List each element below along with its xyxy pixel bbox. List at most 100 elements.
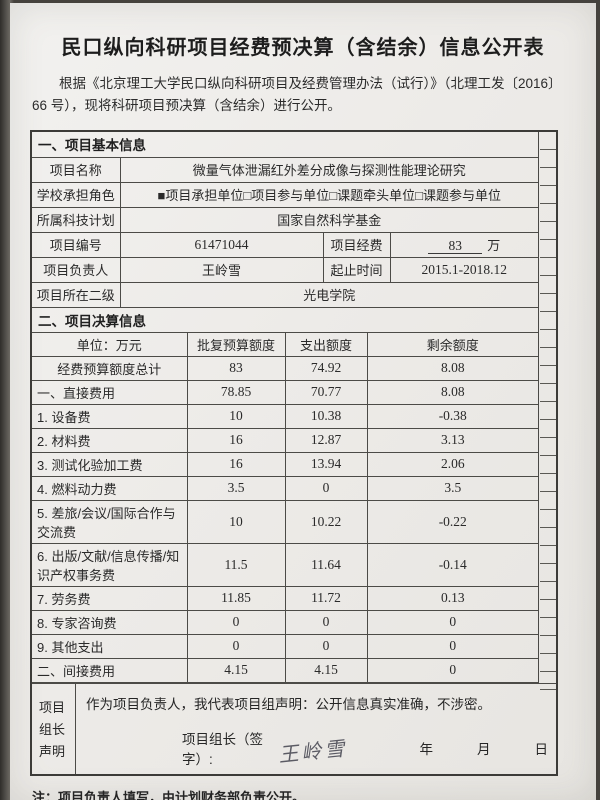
row-label: 经费预算额度总计: [32, 355, 188, 381]
declaration-label: 项目 组长 声明: [32, 683, 76, 774]
date-day-label: 日: [534, 741, 549, 757]
project-name-value: 微量气体泄漏红外差分成像与探测性能理论研究: [119, 156, 538, 183]
column-header-row: 单位：万元 批复预算额度 支出额度 剩余额度: [32, 331, 538, 357]
role-checkbox-options: ■项目承担单位□项目参与单位□课题牵头单位□课题参与单位: [119, 181, 538, 208]
project-no-label: 项目编号: [32, 231, 121, 258]
handwritten-signature: 王岭雪: [277, 736, 349, 768]
row-label: 6. 出版/文献/信息传播/知识产权事务费: [32, 542, 188, 587]
table-row: 5. 差旅/会议/国际合作与交流费 10 10.22 -0.22: [32, 499, 538, 544]
program-label: 所属科技计划: [32, 206, 121, 233]
row-spent: 11.72: [284, 585, 368, 611]
date-year-label: 年: [419, 741, 434, 757]
row-remaining: 0: [366, 609, 538, 635]
row-remaining: 2.06: [366, 451, 538, 477]
funding-label: 项目经费: [322, 231, 391, 258]
role-label: 学校承担角色: [32, 181, 121, 208]
intro-paragraph: 根据《北京理工大学民口纵向科研项目及经费管理办法（试行）》（北理工发〔2016〕…: [32, 76, 562, 113]
row-spent: 0: [284, 475, 368, 501]
col-remaining: 剩余额度: [366, 331, 538, 357]
basic-info-table: 一、项目基本信息 项目名称 微量气体泄漏红外差分成像与探测性能理论研究 学校承担…: [32, 132, 538, 308]
school-value: 光电学院: [119, 281, 538, 308]
period-value: 2015.1-2018.12: [389, 256, 538, 283]
table-row: 8. 专家咨询费 0 0 0: [32, 609, 538, 635]
pi-label: 项目负责人: [32, 256, 121, 283]
table-row: 项目编号 61471044 项目经费 83 万: [32, 231, 538, 258]
program-value: 国家自然科学基金: [119, 206, 538, 233]
row-approved: 0: [186, 633, 286, 659]
row-approved: 4.15: [186, 657, 286, 683]
table-row: 6. 出版/文献/信息传播/知识产权事务费 11.5 11.64 -0.14: [32, 542, 538, 587]
row-remaining: 0: [366, 657, 538, 683]
row-label: 2. 材料费: [32, 427, 188, 453]
row-label: 9. 其他支出: [32, 633, 188, 659]
row-approved: 16: [186, 427, 286, 453]
date-month-label: 月: [477, 741, 491, 757]
row-spent: 0: [284, 609, 368, 635]
period-label: 起止时间: [322, 256, 391, 283]
row-spent: 0: [284, 633, 368, 659]
form-title: 民口纵向科研项目经费预决算（含结余）信息公开表: [61, 37, 545, 59]
form-main-area: 一、项目基本信息 项目名称 微量气体泄漏红外差分成像与探测性能理论研究 学校承担…: [32, 132, 539, 683]
table-row: 项目名称 微量气体泄漏红外差分成像与探测性能理论研究: [32, 156, 538, 183]
table-row: 项目负责人 王岭雪 起止时间 2015.1-2018.12: [32, 256, 538, 283]
declaration-block: 项目 组长 声明 作为项目负责人，我代表项目组声明：公开信息真实准确，不涉密。 …: [32, 682, 556, 774]
table-row: 所属科技计划 国家自然科学基金: [32, 206, 538, 233]
table-row: 9. 其他支出 0 0 0: [32, 633, 538, 659]
row-spent: 13.94: [284, 451, 368, 477]
section1-title: 一、项目基本信息: [32, 132, 538, 158]
table-row: 经费预算额度总计 83 74.92 8.08: [32, 355, 538, 381]
row-label: 7. 劳务费: [32, 585, 188, 611]
declaration-label-line: 项目: [39, 700, 66, 716]
school-label: 项目所在二级: [32, 281, 121, 308]
paper-sheet: 民口纵向科研项目经费预决算（含结余）信息公开表 根据《北京理工大学民口纵向科研项…: [10, 3, 596, 800]
table-row: 二、间接费用 4.15 4.15 0: [32, 657, 538, 683]
row-spent: 11.64: [284, 542, 368, 587]
row-remaining: 8.08: [366, 379, 538, 405]
row-approved: 11.85: [186, 585, 286, 611]
col-unit: 单位：万元: [32, 331, 188, 357]
col-approved: 批复预算额度: [186, 331, 286, 357]
row-approved: 11.5: [186, 542, 286, 587]
final-accounts-table: 二、项目决算信息 单位：万元 批复预算额度 支出额度 剩余额度 经费预算额度总计…: [32, 306, 538, 683]
row-approved: 3.5: [186, 475, 286, 501]
row-spent: 10.38: [284, 403, 368, 429]
row-remaining: -0.14: [366, 542, 538, 587]
row-label: 一、直接费用: [32, 379, 188, 405]
signature-row: 项目组长（签字）: 王岭雪 年 月 日: [86, 728, 548, 768]
row-approved: 83: [186, 355, 286, 381]
row-label: 4. 燃料动力费: [32, 475, 188, 501]
table-row: 3. 测试化验加工费 16 13.94 2.06: [32, 451, 538, 477]
project-name-label: 项目名称: [32, 156, 121, 183]
row-spent: 4.15: [284, 657, 368, 683]
row-remaining: -0.22: [366, 499, 538, 544]
declaration-label-line: 组长: [39, 722, 66, 738]
row-remaining: 8.08: [366, 355, 538, 381]
signature-label: 项目组长（签字）:: [182, 731, 263, 767]
row-label: 8. 专家咨询费: [32, 609, 188, 635]
declaration-statement: 作为项目负责人，我代表项目组声明：公开信息真实准确，不涉密。: [86, 696, 491, 712]
table-row: 学校承担角色 ■项目承担单位□项目参与单位□课题牵头单位□课题参与单位: [32, 181, 538, 208]
row-approved: 78.85: [186, 379, 286, 405]
row-label: 5. 差旅/会议/国际合作与交流费: [32, 499, 188, 544]
table-row: 1. 设备费 10 10.38 -0.38: [32, 403, 538, 429]
table-row: 一、直接费用 78.85 70.77 8.08: [32, 379, 538, 405]
funding-value: 83 万: [389, 231, 538, 258]
declaration-content: 作为项目负责人，我代表项目组声明：公开信息真实准确，不涉密。 项目组长（签字）:…: [76, 684, 556, 774]
row-approved: 0: [186, 609, 286, 635]
declaration-label-line: 声明: [39, 744, 66, 760]
table-row: 项目所在二级 光电学院: [32, 281, 538, 308]
table-row: 2. 材料费 16 12.87 3.13: [32, 427, 538, 453]
table-row: 7. 劳务费 11.85 11.72 0.13: [32, 585, 538, 611]
col-spent: 支出额度: [284, 331, 368, 357]
section2-title: 二、项目决算信息: [32, 306, 538, 333]
row-remaining: 3.13: [366, 427, 538, 453]
row-spent: 10.22: [284, 499, 368, 544]
row-approved: 10: [186, 403, 286, 429]
row-label: 1. 设备费: [32, 403, 188, 429]
row-remaining: -0.38: [366, 403, 538, 429]
row-label: 3. 测试化验加工费: [32, 451, 188, 477]
row-approved: 16: [186, 451, 286, 477]
row-remaining: 0: [366, 633, 538, 659]
disclosure-form-table: 一、项目基本信息 项目名称 微量气体泄漏红外差分成像与探测性能理论研究 学校承担…: [30, 130, 558, 776]
